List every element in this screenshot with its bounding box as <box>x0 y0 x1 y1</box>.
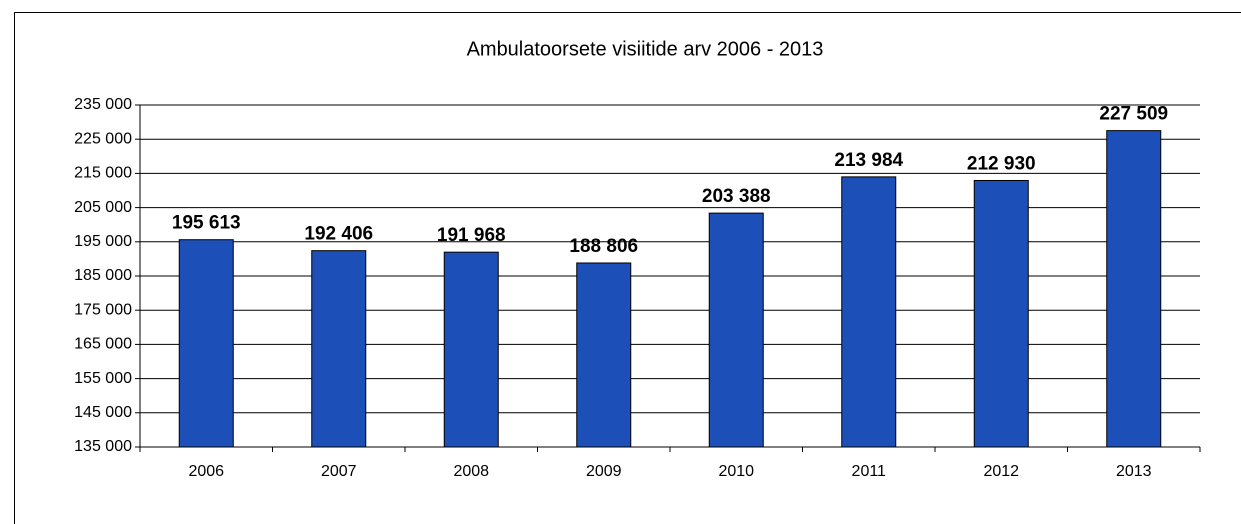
bar <box>708 212 764 448</box>
y-tick-label: 205 000 <box>74 199 132 216</box>
x-tick-label: 2007 <box>321 463 357 480</box>
bar <box>576 262 632 448</box>
y-tick-label: 235 000 <box>74 96 132 113</box>
y-tick-label: 225 000 <box>74 130 132 147</box>
value-label: 227 509 <box>1099 104 1168 125</box>
y-tick-label: 215 000 <box>74 165 132 182</box>
bar <box>311 250 367 448</box>
y-tick-label: 165 000 <box>74 336 132 353</box>
x-tick-label: 2010 <box>718 463 754 480</box>
value-label: 191 968 <box>437 225 506 246</box>
value-label: 195 613 <box>172 213 241 234</box>
x-tick-label: 2012 <box>983 463 1019 480</box>
value-label: 188 806 <box>569 236 638 257</box>
x-tick-label: 2011 <box>852 463 887 480</box>
value-label: 212 930 <box>967 153 1036 174</box>
x-tick-label: 2009 <box>586 463 622 480</box>
bar <box>973 179 1029 448</box>
y-tick-label: 195 000 <box>74 233 132 250</box>
bar <box>178 239 234 448</box>
y-tick-label: 185 000 <box>74 267 132 284</box>
bar <box>1106 130 1162 448</box>
x-tick-label: 2006 <box>188 463 224 480</box>
bar <box>841 176 897 448</box>
y-tick-label: 155 000 <box>74 370 132 387</box>
bar <box>443 251 499 448</box>
value-label: 213 984 <box>834 150 903 171</box>
y-tick-label: 175 000 <box>74 301 132 318</box>
value-label: 192 406 <box>304 224 373 245</box>
y-tick-label: 135 000 <box>74 438 132 455</box>
chart-title: Ambulatoorsete visiitide arv 2006 - 2013 <box>467 38 824 60</box>
y-tick-label: 145 000 <box>74 404 132 421</box>
value-label: 203 388 <box>702 186 771 207</box>
x-tick-label: 2008 <box>453 463 489 480</box>
x-tick-label: 2013 <box>1116 463 1152 480</box>
